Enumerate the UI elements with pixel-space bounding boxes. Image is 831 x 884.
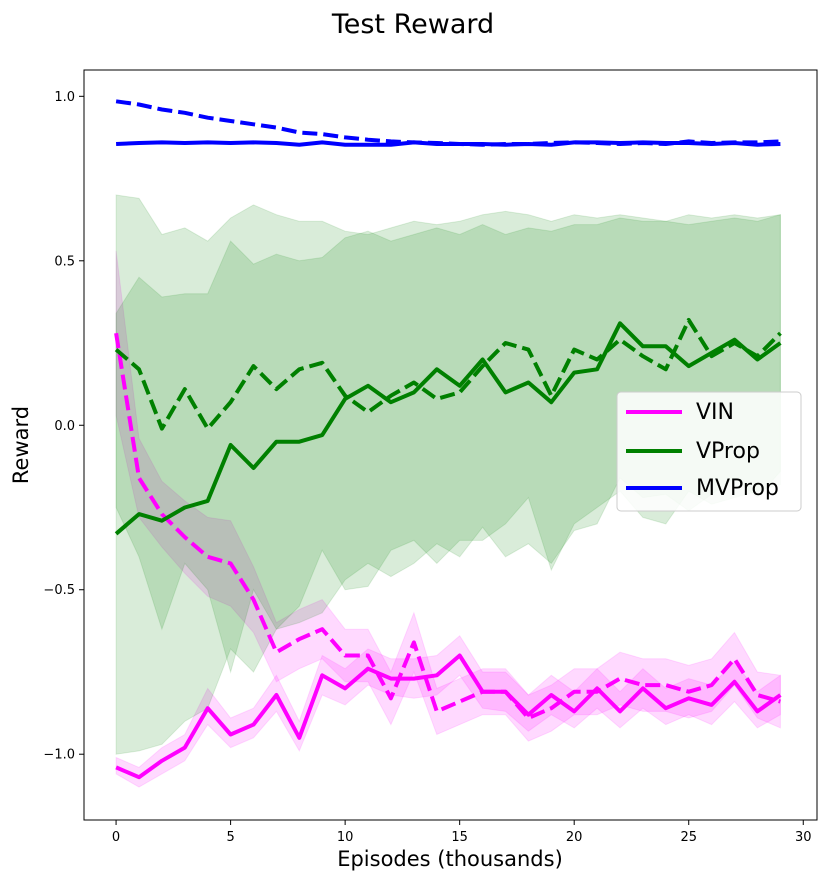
band-vin-dashed [115, 250, 781, 742]
legend-label-vprop: VProp [696, 439, 760, 464]
y-tick-label: −0.5 [43, 583, 75, 598]
x-axis-label: Episodes (thousands) [337, 847, 563, 871]
y-tick-label: −1.0 [43, 748, 75, 763]
confidence-bands [115, 194, 781, 788]
line-vin-dashed [114, 332, 781, 720]
legend-label-vin: VIN [696, 400, 734, 425]
x-tick-label: 5 [226, 830, 234, 845]
x-tick-label: 10 [337, 830, 354, 845]
line-vin-solid [115, 653, 782, 780]
series-lines [114, 99, 782, 780]
y-tick-label: 0.0 [54, 419, 75, 434]
y-tick-label: 1.0 [54, 90, 75, 105]
y-tick-label: 0.5 [54, 254, 75, 269]
line-vprop-dashed [114, 318, 782, 431]
x-tick-label: 25 [680, 830, 697, 845]
x-tick-label: 15 [451, 830, 468, 845]
x-tick-label: 20 [566, 830, 583, 845]
line-vprop-solid [114, 321, 782, 536]
legend: VIN VProp MVProp [616, 391, 802, 512]
legend-box [616, 391, 802, 512]
y-axis-label: Reward [9, 406, 33, 484]
axis-ticks: 0 5 10 15 20 25 30 −1.0 −0.5 0.0 0.5 1.0 [43, 90, 811, 845]
x-tick-label: 30 [795, 830, 812, 845]
chart-title: Test Reward [331, 9, 494, 40]
legend-label-mvprop: MVProp [696, 476, 779, 501]
x-tick-label: 0 [112, 830, 120, 845]
plot-frame [83, 69, 818, 821]
line-mvprop-dashed [115, 99, 781, 147]
